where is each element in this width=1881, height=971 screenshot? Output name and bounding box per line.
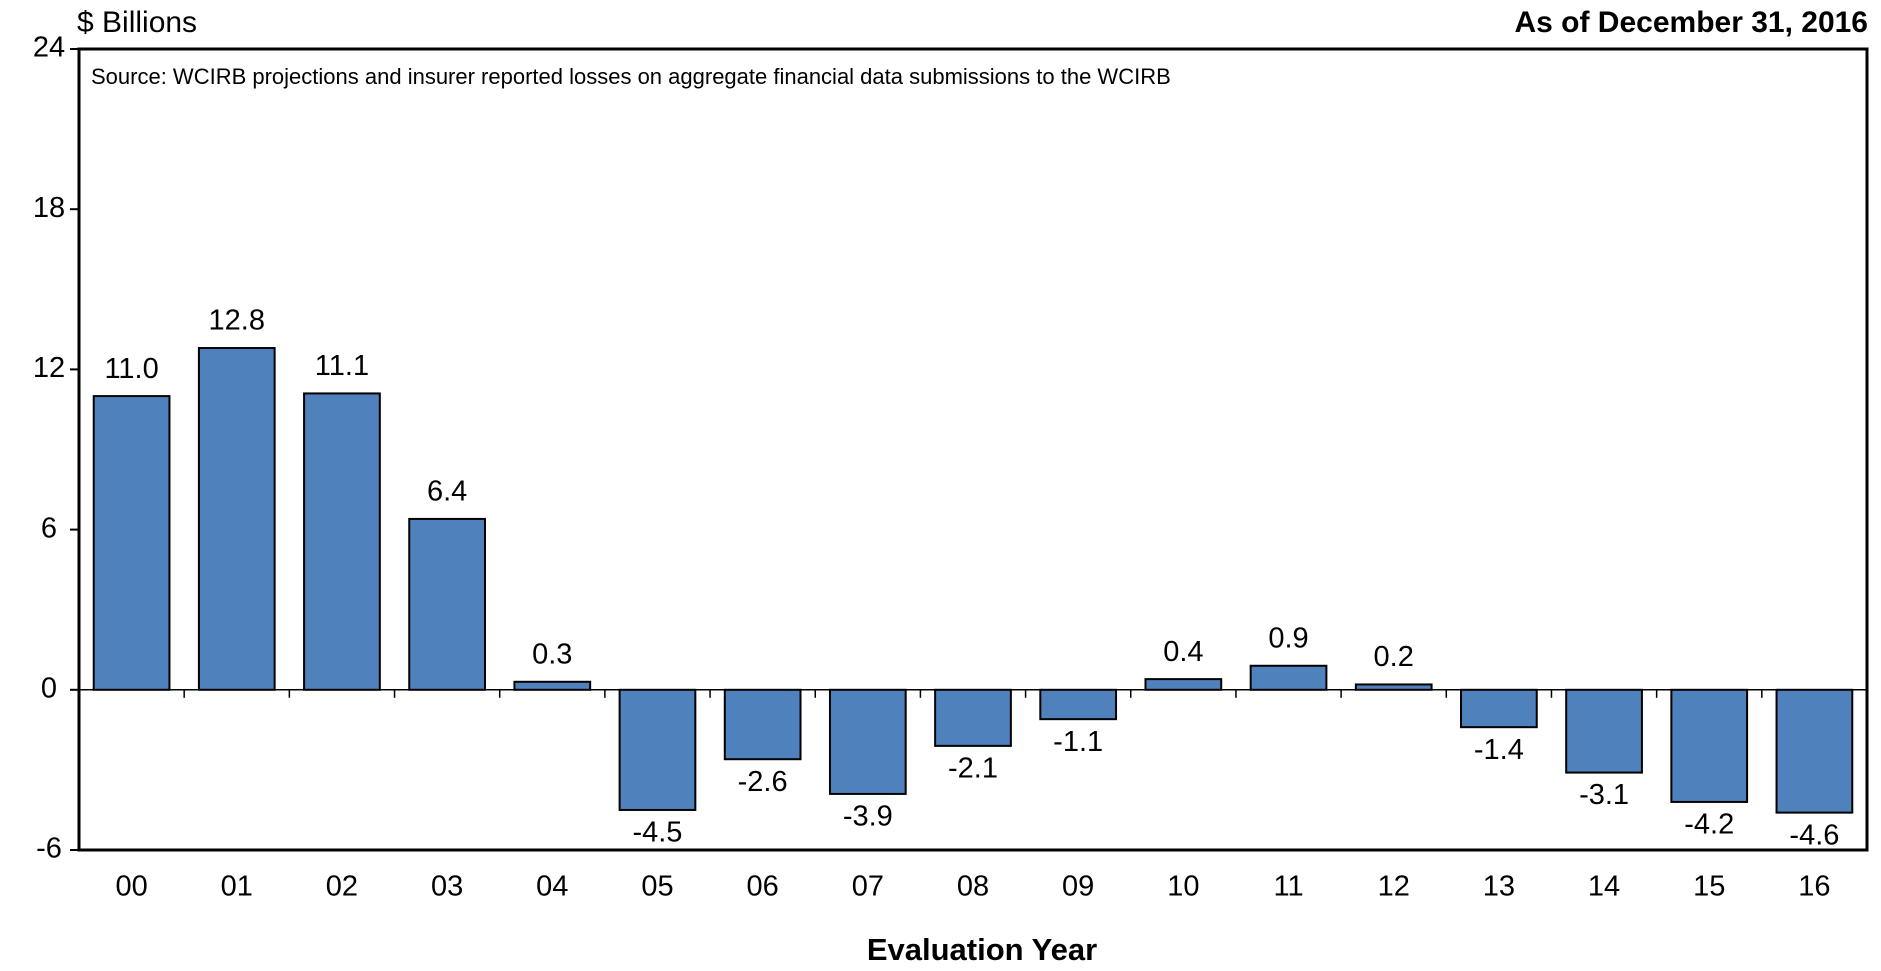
- bar: [1039, 688, 1118, 721]
- bar: [92, 395, 171, 691]
- value-label: -1.4: [1474, 734, 1524, 766]
- x-tick-label: 07: [852, 871, 884, 903]
- x-tick-label: 11: [1273, 871, 1303, 903]
- value-label: -2.1: [948, 753, 998, 785]
- value-label: -4.6: [1789, 819, 1839, 851]
- value-label: -4.5: [632, 817, 682, 849]
- bar: [197, 347, 276, 691]
- y-tick-label: -6: [36, 833, 62, 865]
- value-label: 0.4: [1163, 636, 1203, 668]
- bar: [303, 392, 381, 691]
- y-tick-label: 18: [33, 192, 65, 224]
- x-tick-label: 05: [641, 871, 673, 903]
- x-tick-label: 01: [221, 871, 253, 903]
- bar: [408, 517, 486, 691]
- source-annotation: Source: WCIRB projections and insurer re…: [91, 64, 1171, 89]
- bar: [828, 688, 907, 795]
- bar: [1249, 664, 1328, 691]
- value-label: 11.0: [104, 353, 158, 385]
- x-axis-label: Evaluation Year: [867, 932, 1097, 967]
- y-tick-label: 6: [41, 512, 57, 544]
- x-tick-label: 03: [431, 871, 463, 903]
- value-label: 12.8: [209, 305, 265, 337]
- y-tick-label: 12: [33, 352, 65, 384]
- x-tick-label: 10: [1167, 871, 1199, 903]
- x-tick-label: 13: [1483, 871, 1515, 903]
- x-tick-label: 00: [115, 871, 147, 903]
- x-tick-label: 04: [536, 871, 568, 903]
- value-label: 11.1: [315, 350, 369, 382]
- bar: [1144, 678, 1223, 691]
- bar: [1775, 688, 1854, 814]
- bar: [1565, 688, 1643, 774]
- subtitle: As of December 31, 2016: [1514, 6, 1868, 39]
- y-tick-label: 24: [33, 32, 65, 64]
- x-tick-label: 16: [1798, 871, 1830, 903]
- bar: [723, 688, 802, 761]
- value-label: -4.2: [1684, 809, 1734, 841]
- y-tick-label: 0: [41, 672, 57, 704]
- bar: [934, 688, 1012, 747]
- value-label: -3.1: [1579, 779, 1629, 811]
- value-label: -1.1: [1053, 726, 1103, 758]
- value-label: 0.3: [532, 638, 572, 670]
- x-tick-label: 15: [1693, 871, 1725, 903]
- plot-frame: [77, 47, 1869, 852]
- value-label: -2.6: [738, 766, 788, 798]
- x-tick-label: 02: [326, 871, 358, 903]
- value-label: 6.4: [427, 476, 467, 508]
- bar: [513, 680, 592, 691]
- bar: [1354, 683, 1433, 691]
- x-tick-label: 09: [1062, 871, 1094, 903]
- bar: [1460, 688, 1538, 729]
- x-tick-label: 14: [1588, 871, 1620, 903]
- y-axis-label: $ Billions: [77, 6, 197, 39]
- bar: [1670, 688, 1749, 803]
- x-tick-label: 12: [1378, 871, 1410, 903]
- value-label: 0.9: [1268, 622, 1308, 654]
- value-label: -3.9: [843, 801, 893, 833]
- value-label: 0.2: [1374, 641, 1414, 673]
- x-tick-label: 08: [957, 871, 989, 903]
- bar: [618, 688, 697, 811]
- x-tick-label: 06: [747, 871, 779, 903]
